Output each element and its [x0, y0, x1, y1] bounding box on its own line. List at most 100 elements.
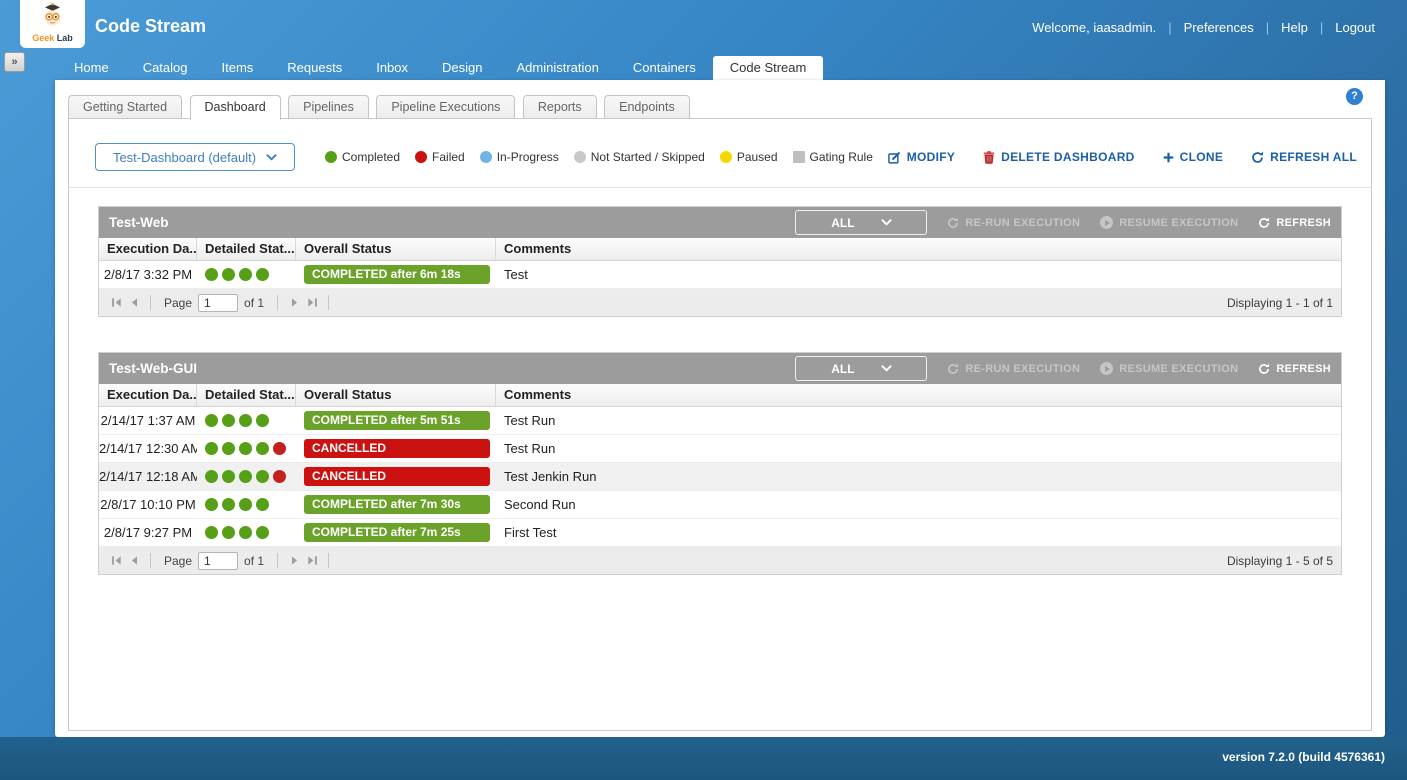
execution-date-cell: 2/8/17 9:27 PM: [103, 525, 193, 540]
status-badge: COMPLETED after 5m 51s: [304, 411, 490, 430]
resume-execution-button[interactable]: RESUME EXECUTION: [1100, 216, 1238, 229]
col-comments[interactable]: Comments: [504, 387, 572, 402]
table-row[interactable]: 2/8/17 9:27 PM COMPLETED after 7m 25s Fi…: [99, 519, 1341, 547]
dashboard-actions: MODIFY DELETE DASHBOARD CLONE REFRESH AL…: [888, 150, 1357, 164]
refresh-button[interactable]: REFRESH: [1258, 216, 1331, 229]
col-detailed-status[interactable]: Detailed Stat...: [197, 384, 296, 406]
displaying-count: Displaying 1 - 5 of 5: [1226, 553, 1333, 568]
nav-tabs: Home Catalog Items Requests Inbox Design…: [57, 56, 1407, 80]
execution-date-cell: 2/14/17 12:30 AM: [99, 441, 197, 456]
refresh-all-button[interactable]: REFRESH ALL: [1251, 150, 1357, 164]
page-title: Code Stream: [95, 16, 207, 36]
green-status-dot-icon: [205, 268, 218, 281]
refresh-button[interactable]: REFRESH: [1258, 362, 1331, 375]
next-page-button[interactable]: [285, 552, 303, 570]
edit-icon: [888, 151, 901, 164]
col-detailed-status[interactable]: Detailed Stat...: [197, 238, 296, 260]
table-row[interactable]: 2/14/17 1:37 AM COMPLETED after 5m 51s T…: [99, 407, 1341, 435]
red-status-dot-icon: [273, 470, 286, 483]
help-link[interactable]: Help: [1281, 20, 1308, 35]
green-status-dot-icon: [239, 268, 252, 281]
page-label: Page: [164, 295, 193, 310]
last-page-button[interactable]: [303, 294, 321, 312]
green-status-dot-icon: [205, 442, 218, 455]
legend-in-progress: In-Progress: [479, 150, 559, 164]
welcome-text: Welcome, iaasadmin.: [1032, 20, 1157, 35]
last-page-button[interactable]: [303, 552, 321, 570]
nav-tab-administration[interactable]: Administration: [516, 60, 599, 75]
rerun-icon: [947, 363, 959, 375]
nav-tab-design[interactable]: Design: [442, 60, 483, 75]
preferences-link[interactable]: Preferences: [1183, 20, 1254, 35]
clone-button[interactable]: CLONE: [1163, 150, 1224, 164]
col-execution-date[interactable]: Execution Da...: [99, 384, 197, 406]
legend-gating-rule: Gating Rule: [792, 150, 873, 164]
first-page-button[interactable]: [107, 294, 125, 312]
col-execution-date[interactable]: Execution Da...: [99, 238, 197, 260]
not-started-dot-icon: [573, 151, 586, 163]
nav-tab-items[interactable]: Items: [221, 60, 254, 75]
pagination-bar: Page of 1 Displaying 1 - 5 of 5: [99, 547, 1341, 574]
delete-dashboard-button[interactable]: DELETE DASHBOARD: [983, 150, 1134, 164]
first-page-button[interactable]: [107, 552, 125, 570]
next-page-button[interactable]: [285, 294, 303, 312]
prev-page-button[interactable]: [125, 552, 143, 570]
table-row[interactable]: 2/8/17 3:32 PM COMPLETED after 6m 18s Te…: [99, 261, 1341, 289]
status-badge: COMPLETED after 6m 18s: [304, 265, 490, 284]
sidebar-expander-button[interactable]: »: [4, 52, 25, 72]
status-filter-select[interactable]: ALL: [795, 356, 928, 381]
tab-pipelines[interactable]: Pipelines: [288, 95, 369, 119]
nav-tab-home[interactable]: Home: [74, 60, 109, 75]
gating-rule-square-icon: [792, 151, 805, 163]
detailed-status-cell: [197, 498, 296, 511]
tab-dashboard[interactable]: Dashboard: [189, 95, 281, 120]
subtab-row: Getting Started Dashboard Pipelines Pipe…: [55, 80, 1385, 120]
nav-tab-containers[interactable]: Containers: [632, 60, 696, 75]
modify-button[interactable]: MODIFY: [888, 150, 955, 164]
chevron-down-icon: [881, 365, 892, 372]
comment-cell: Test Run: [504, 441, 556, 456]
page-of-label: of 1: [244, 553, 265, 568]
resume-execution-button[interactable]: RESUME EXECUTION: [1100, 362, 1238, 375]
green-status-dot-icon: [205, 470, 218, 483]
top-navigation: » Home Catalog Items Requests Inbox Desi…: [0, 52, 1407, 80]
execution-date-cell: 2/14/17 1:37 AM: [100, 413, 196, 428]
status-badge: COMPLETED after 7m 30s: [304, 495, 490, 514]
help-icon[interactable]: ?: [1346, 88, 1363, 105]
refresh-icon: [1258, 363, 1270, 375]
logout-link[interactable]: Logout: [1335, 20, 1375, 35]
col-comments[interactable]: Comments: [504, 241, 572, 256]
dashboard-selector-label: Test-Dashboard (default): [112, 149, 257, 165]
tab-getting-started[interactable]: Getting Started: [68, 95, 183, 119]
nav-tab-inbox[interactable]: Inbox: [376, 60, 409, 75]
rerun-execution-button[interactable]: RE-RUN EXECUTION: [947, 362, 1080, 375]
col-overall-status[interactable]: Overall Status: [296, 238, 496, 260]
nav-tab-requests[interactable]: Requests: [287, 60, 343, 75]
failed-dot-icon: [415, 151, 428, 163]
app-footer: version 7.2.0 (build 4576361): [0, 737, 1407, 780]
status-badge: CANCELLED: [304, 439, 490, 458]
table-row[interactable]: 2/14/17 12:18 AM CANCELLED Test Jenkin R…: [99, 463, 1341, 491]
tab-pipeline-executions[interactable]: Pipeline Executions: [376, 95, 516, 119]
detailed-status-cell: [197, 470, 296, 483]
green-status-dot-icon: [256, 498, 269, 511]
page-number-input[interactable]: [198, 293, 239, 312]
col-overall-status[interactable]: Overall Status: [296, 384, 496, 406]
page-number-input[interactable]: [198, 551, 239, 570]
rerun-execution-button[interactable]: RE-RUN EXECUTION: [947, 216, 1080, 229]
table-row[interactable]: 2/8/17 10:10 PM COMPLETED after 7m 30s S…: [99, 491, 1341, 519]
prev-page-button[interactable]: [125, 294, 143, 312]
dashboard-selector[interactable]: Test-Dashboard (default): [95, 143, 295, 171]
status-filter-select[interactable]: ALL: [795, 210, 928, 235]
play-circle-icon: [1100, 216, 1114, 229]
tab-endpoints[interactable]: Endpoints: [604, 95, 690, 119]
pipeline-table-test-web-gui: Test-Web-GUI ALL RE-RUN EXECUTION RESUME…: [98, 352, 1342, 575]
detailed-status-cell: [197, 442, 296, 455]
brand-name: Geek Lab: [32, 33, 73, 43]
table-row[interactable]: 2/14/17 12:30 AM CANCELLED Test Run: [99, 435, 1341, 463]
nav-tab-catalog[interactable]: Catalog: [142, 60, 188, 75]
green-status-dot-icon: [239, 498, 252, 511]
nav-tab-code-stream[interactable]: Code Stream: [712, 56, 824, 80]
displaying-count: Displaying 1 - 1 of 1: [1226, 295, 1333, 310]
tab-reports[interactable]: Reports: [522, 95, 597, 119]
